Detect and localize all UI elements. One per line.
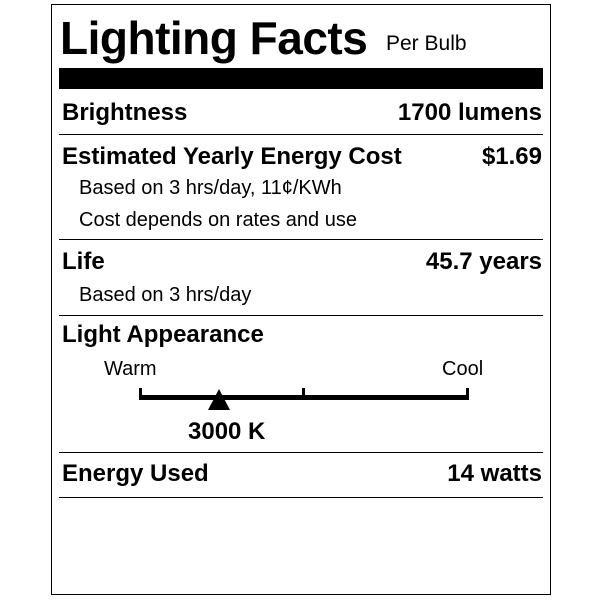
color-temperature-value: 3000 K [188, 418, 266, 445]
life-label: Life [62, 248, 105, 275]
divider [59, 452, 543, 453]
divider [59, 134, 543, 135]
cool-label: Cool [442, 358, 484, 380]
label-subtitle: Per Bulb [386, 32, 467, 55]
color-temperature-scale [140, 395, 469, 400]
divider [59, 497, 543, 498]
light-appearance-label: Light Appearance [62, 321, 264, 348]
energy-cost-note-rate: Based on 3 hrs/day, 11¢/KWh [79, 177, 342, 199]
divider [59, 315, 543, 316]
brightness-label: Brightness [62, 99, 188, 126]
scale-tick-start [139, 388, 142, 400]
warm-label: Warm [104, 358, 157, 380]
energy-used-value: 14 watts [447, 460, 542, 487]
energy-cost-label: Estimated Yearly Energy Cost [62, 143, 402, 170]
label-border [51, 4, 551, 595]
color-temperature-marker-icon [207, 389, 230, 410]
energy-cost-note-depends: Cost depends on rates and use [79, 209, 357, 231]
label-title: Lighting Facts [60, 12, 368, 64]
energy-cost-value: $1.69 [481, 143, 542, 170]
divider [59, 239, 543, 240]
scale-tick-end [466, 388, 469, 400]
life-note: Based on 3 hrs/day [79, 284, 252, 306]
energy-used-label: Energy Used [62, 460, 209, 487]
title-divider-bar [59, 68, 543, 89]
brightness-value: 1700 lumens [397, 99, 542, 126]
life-value: 45.7 years [425, 248, 542, 275]
scale-tick-mid [302, 388, 305, 396]
